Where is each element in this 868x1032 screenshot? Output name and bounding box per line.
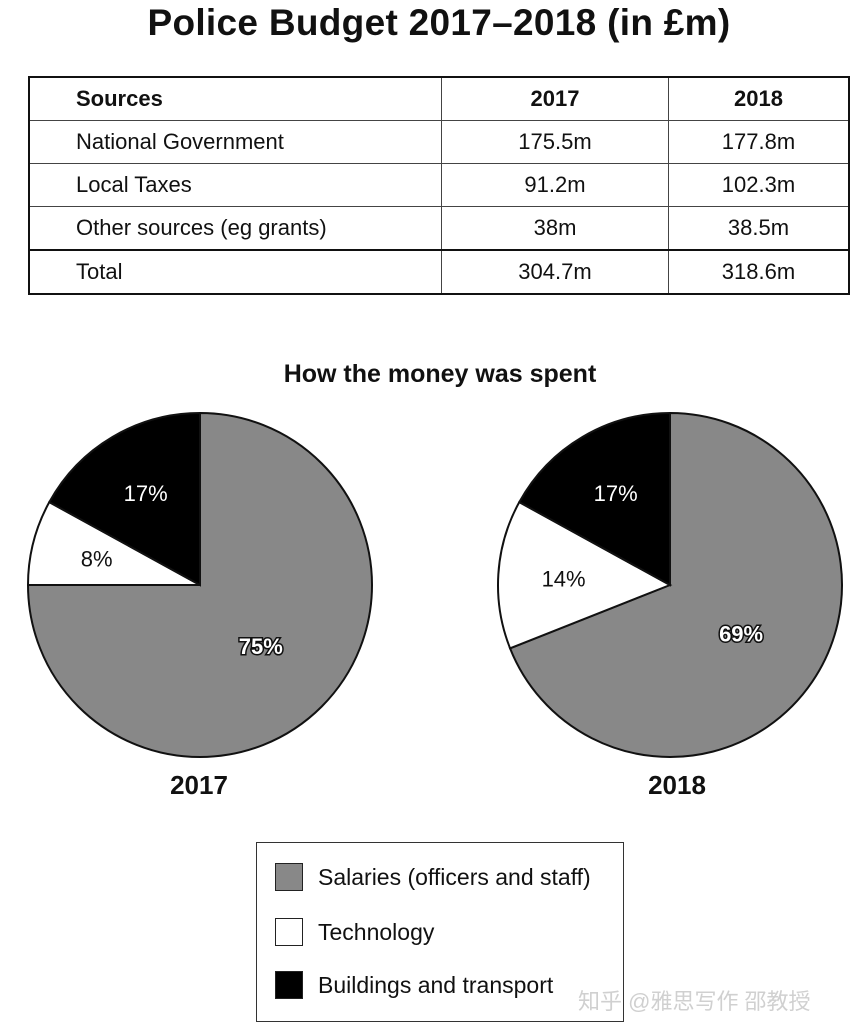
row-value-2018: 177.8m xyxy=(668,120,850,164)
row-value-2018: 38.5m xyxy=(668,206,850,251)
pie-label-2017-buildings: 17% xyxy=(124,481,168,506)
header-2018: 2018 xyxy=(668,76,850,121)
pie-slice-2018-salaries xyxy=(508,411,844,758)
table-total-row: Total 304.7m 318.6m xyxy=(28,249,850,295)
pie-slice-2018-technology xyxy=(497,500,673,650)
pie-label-2017-salaries: 75% xyxy=(239,634,283,659)
budget-table: Sources 2017 2018 National Government 17… xyxy=(28,76,850,295)
header-sources: Sources xyxy=(28,76,442,121)
legend-label: Buildings and transport xyxy=(318,972,554,998)
pies-title: How the money was spent xyxy=(283,360,597,388)
row-source: Local Taxes xyxy=(28,163,442,207)
table-row: Local Taxes 91.2m 102.3m xyxy=(28,163,850,207)
legend-swatch xyxy=(275,971,303,999)
row-source: National Government xyxy=(28,120,442,164)
legend-swatch xyxy=(275,918,303,946)
total-2017: 304.7m xyxy=(441,249,669,295)
row-value-2017: 38m xyxy=(441,206,669,251)
table-row: Other sources (eg grants) 38m 38.5m xyxy=(28,206,850,251)
table-row: National Government 175.5m 177.8m xyxy=(28,120,850,164)
legend-label: Salaries (officers and staff) xyxy=(318,864,591,890)
total-2018: 318.6m xyxy=(668,249,850,295)
pie-charts: 75% 8% 17% 69% 14% 17% xyxy=(26,411,844,758)
pie-label-2017-technology: 8% xyxy=(81,547,113,572)
pie-slice-2017-buildings xyxy=(47,411,201,587)
legend-swatch xyxy=(275,863,303,891)
year-label-2017: 2017 xyxy=(170,770,228,800)
pie-slice-2018-buildings xyxy=(517,411,671,587)
pie-label-2018-buildings: 17% xyxy=(594,481,638,506)
table-header-row: Sources 2017 2018 xyxy=(28,76,850,121)
legend-label: Technology xyxy=(318,919,435,945)
pie-label-2018-technology: 14% xyxy=(542,566,586,591)
legend: Salaries (officers and staff) Technology… xyxy=(256,842,624,1022)
row-source: Other sources (eg grants) xyxy=(28,206,442,251)
year-label-2018: 2018 xyxy=(648,770,706,800)
chart-title: Police Budget 2017–2018 (in £m) xyxy=(147,2,731,43)
row-value-2017: 91.2m xyxy=(441,163,669,207)
header-2017: 2017 xyxy=(441,76,669,121)
total-label: Total xyxy=(28,249,442,295)
row-value-2017: 175.5m xyxy=(441,120,669,164)
pie-label-2018-salaries: 69% xyxy=(719,621,763,646)
row-value-2018: 102.3m xyxy=(668,163,850,207)
watermark: 知乎 @雅思写作 邵教授 xyxy=(578,989,811,1014)
